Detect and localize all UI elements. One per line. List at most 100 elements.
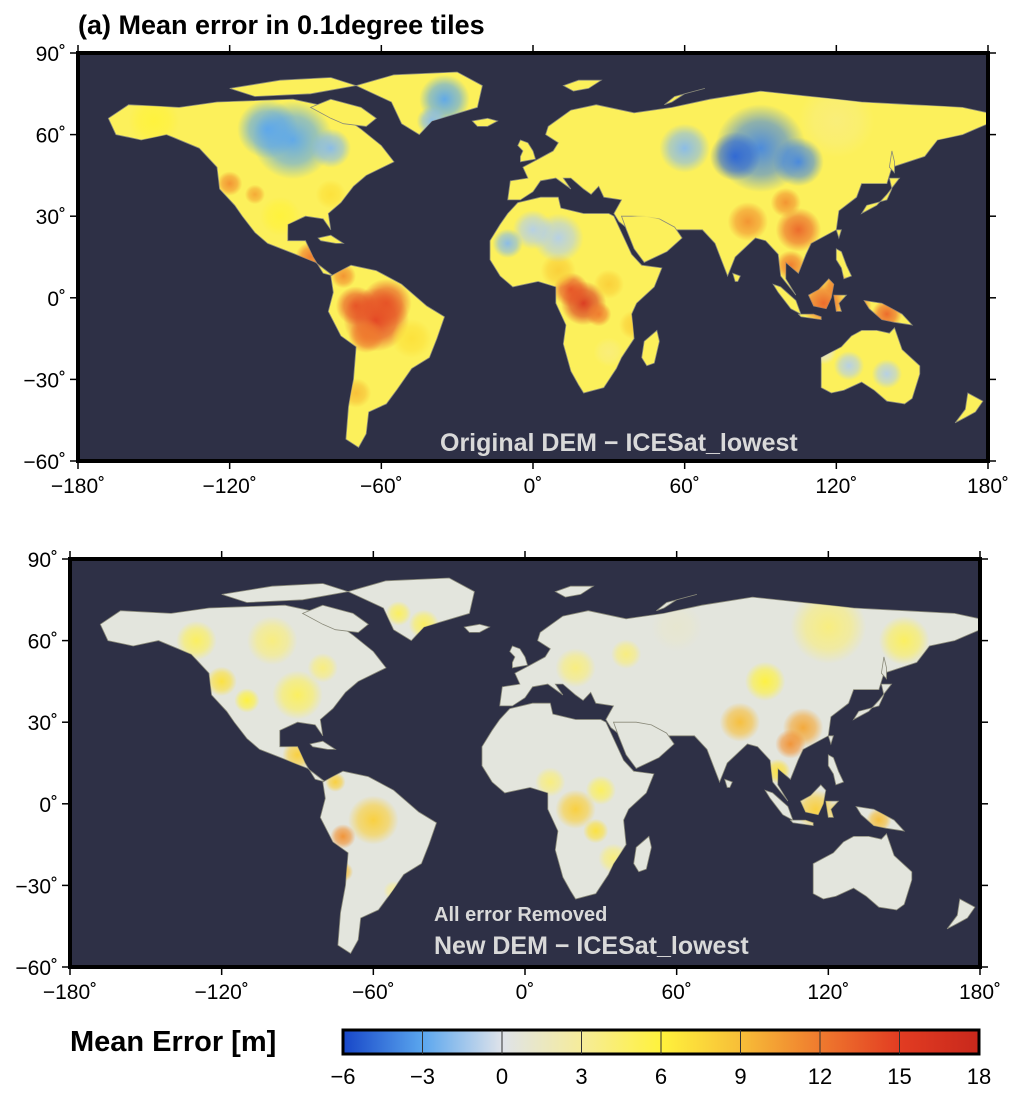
error-hotspot (206, 666, 237, 697)
colorbar-tick-label: 12 (808, 1064, 832, 1089)
land-uk (517, 139, 537, 163)
lon-tick-label: 0˚ (524, 475, 543, 498)
error-hotspot (585, 775, 616, 805)
lon-tick-label: −120˚ (203, 475, 257, 498)
lat-tick-label: 90˚ (36, 43, 66, 66)
error-hotspot (727, 202, 769, 242)
land-japan (852, 683, 893, 721)
land-svalbard (562, 79, 603, 92)
error-hotspot (798, 84, 875, 158)
lat-tick-label: 30˚ (28, 712, 58, 735)
land-new-zealand (946, 898, 976, 930)
land-sakhalin (880, 656, 887, 680)
land-cuba (317, 234, 345, 244)
land-madagascar (641, 329, 660, 367)
error-hotspot (330, 824, 356, 849)
land-arctic-islands (229, 77, 357, 97)
lat-tick-label: 0˚ (47, 288, 66, 311)
land-taiwan (835, 229, 842, 240)
colorbar-tick-label: 3 (575, 1064, 587, 1089)
error-hotspot (348, 318, 384, 354)
error-hotspot (348, 795, 399, 845)
error-hotspot (535, 767, 566, 797)
lon-tick-label: 0˚ (516, 981, 535, 1004)
land-japan (860, 177, 901, 215)
error-hotspot (555, 648, 596, 688)
error-hotspot (709, 131, 761, 181)
error-hotspot (878, 616, 930, 666)
error-hotspot (775, 207, 822, 252)
lat-tick-label: −60˚ (23, 451, 66, 474)
lat-tick-label: 60˚ (36, 125, 66, 148)
colorbar: −6 −3 0 3 6 9 12 15 18 (330, 1028, 991, 1089)
error-hotspot (581, 359, 612, 389)
land-baffin (301, 604, 369, 633)
lon-tick-label: 60˚ (661, 981, 691, 1004)
land-madagascar (633, 835, 652, 873)
panel-label: Original DEM − ICESat_lowest (440, 429, 798, 457)
error-hotspot (593, 337, 624, 367)
land-philippines (835, 248, 853, 280)
error-hotspot (272, 670, 323, 720)
error-hotspot (237, 99, 298, 159)
map-panel-original: 90˚60˚30˚0˚−30˚−60˚−180˚ −120˚ −60˚ 0˚ 60˚ 12… (23, 43, 1009, 498)
lat-tick-label: −30˚ (23, 369, 66, 392)
error-hotspot (555, 789, 596, 829)
land-cuba (309, 740, 337, 750)
error-hotspot (385, 601, 412, 626)
error-hotspot (871, 359, 903, 389)
error-hotspot (310, 128, 351, 168)
error-hotspot (631, 201, 662, 231)
lat-tick-label: 0˚ (39, 794, 58, 817)
error-hotspot (586, 301, 612, 327)
error-hotspot (773, 137, 824, 187)
lon-tick-label: −180˚ (51, 475, 105, 498)
error-hotspot (361, 278, 412, 328)
error-hotspot (583, 818, 609, 844)
error-hotspot (217, 171, 243, 196)
land-arctic-islands (221, 583, 349, 603)
colorbar-tick-label: −3 (410, 1064, 435, 1089)
colorbar-tick-label: 18 (967, 1064, 991, 1089)
error-hotspot (651, 602, 702, 652)
error-hotspot (770, 187, 801, 218)
error-hotspot (719, 702, 761, 742)
error-hotspot (563, 142, 604, 182)
lon-tick-label: −60˚ (352, 981, 395, 1004)
colorbar-label: Mean Error [m] (70, 1026, 277, 1058)
lon-tick-label: 120˚ (815, 475, 857, 498)
lon-tick-label: 120˚ (807, 981, 849, 1004)
error-hotspot (540, 253, 576, 288)
land-uk (509, 645, 529, 669)
lon-tick-label: −120˚ (195, 981, 249, 1004)
land-arabia (612, 721, 675, 769)
error-hotspot (176, 621, 217, 661)
error-hotspot (512, 210, 554, 250)
land-sakhalin (888, 150, 895, 174)
error-hotspot (775, 250, 806, 280)
error-hotspot (659, 123, 710, 173)
land-iceland (463, 623, 491, 633)
error-field (176, 590, 930, 901)
land-australia (812, 832, 913, 911)
error-hotspot (391, 319, 432, 359)
error-hotspot (744, 661, 786, 701)
error-hotspot (618, 147, 650, 177)
colorbar-tick-label: 15 (887, 1064, 911, 1089)
error-hotspot (307, 653, 338, 683)
error-hotspot (610, 639, 642, 669)
lat-tick-label: 30˚ (36, 206, 66, 229)
land-iceland (471, 117, 499, 127)
land-new-zealand (954, 392, 984, 424)
lat-tick-label: 90˚ (28, 549, 58, 572)
error-hotspot (775, 729, 806, 759)
error-hotspot (246, 616, 298, 666)
lon-tick-label: −60˚ (360, 475, 403, 498)
lat-tick-label: 60˚ (28, 631, 58, 654)
land-novaya-zemlya (664, 88, 706, 106)
land-sri-lanka (724, 778, 733, 788)
land-sri-lanka (732, 272, 741, 282)
land-taiwan (827, 735, 834, 746)
error-hotspot (790, 590, 867, 664)
